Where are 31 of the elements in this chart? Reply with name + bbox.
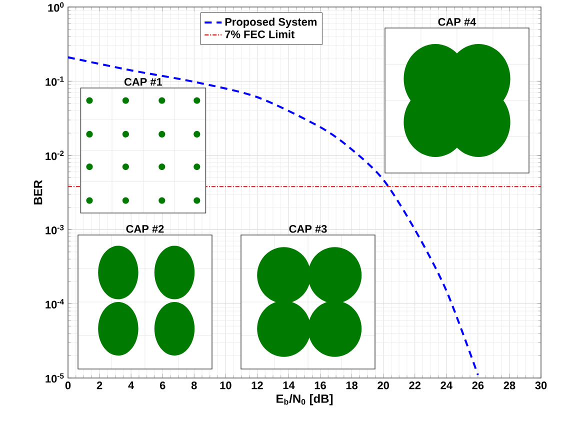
x-tick-label: 30 <box>535 382 547 390</box>
annotation: CAP #3 <box>289 225 327 233</box>
x-tick-label: 16 <box>314 382 326 390</box>
x-tick-label: 2 <box>96 382 102 390</box>
x-tick-label: 28 <box>504 382 516 390</box>
x-tick-label: 14 <box>283 382 295 390</box>
legend-label: Proposed System <box>225 18 317 28</box>
y-tick-label: 10$^{-2}$ <box>46 150 64 160</box>
y-tick-label: 10$^{-1}$ <box>46 76 64 86</box>
annotation: CAP #4 <box>438 18 476 26</box>
x-axis-title: E$_{b}$/N$_{0}$ [dB] <box>276 394 333 406</box>
y-tick-label: 10$^{0}$ <box>48 2 64 12</box>
x-tick-label: 0 <box>65 382 71 390</box>
x-tick-label: 6 <box>160 382 166 390</box>
x-tick-label: 22 <box>409 382 421 390</box>
annotation: CAP #2 <box>126 225 164 233</box>
x-tick-label: 4 <box>128 382 134 390</box>
x-tick-label: 8 <box>191 382 197 390</box>
x-tick-label: 10 <box>220 382 232 390</box>
annotation: CAP #1 <box>124 78 162 86</box>
x-tick-label: 24 <box>440 382 452 390</box>
x-tick-label: 12 <box>252 382 263 390</box>
x-tick-label: 26 <box>472 382 484 390</box>
legend-label: 7% FEC Limit <box>225 30 295 38</box>
y-axis-title: BER <box>34 180 42 204</box>
y-tick-label: 10$^{-4}$ <box>46 299 64 308</box>
x-tick-label: 20 <box>378 382 389 390</box>
y-tick-label: 10$^{-3}$ <box>46 224 64 234</box>
y-tick-label: 10$^{-5}$ <box>46 373 64 383</box>
line-series <box>68 56 479 376</box>
x-tick-label: 18 <box>346 382 358 390</box>
